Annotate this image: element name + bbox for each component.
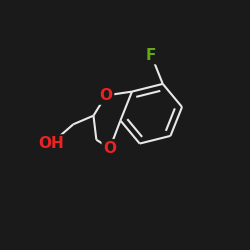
Text: F: F — [146, 48, 156, 62]
Text: OH: OH — [38, 136, 64, 151]
Text: O: O — [100, 88, 112, 103]
Text: O: O — [103, 141, 116, 156]
